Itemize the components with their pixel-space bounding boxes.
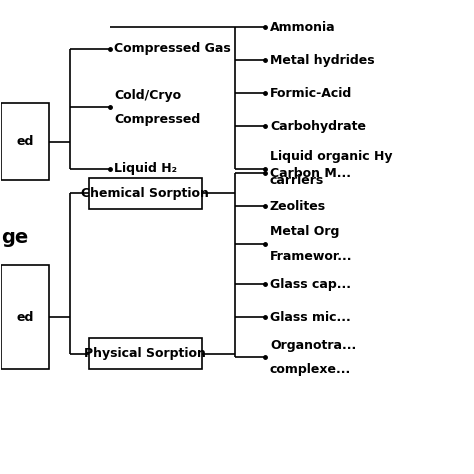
FancyBboxPatch shape xyxy=(89,178,201,209)
Text: Metal hydrides: Metal hydrides xyxy=(270,54,374,67)
FancyBboxPatch shape xyxy=(1,265,48,369)
Text: Physical Sorption: Physical Sorption xyxy=(84,347,206,360)
Text: carriers: carriers xyxy=(270,174,324,187)
FancyBboxPatch shape xyxy=(1,103,48,181)
Text: ed: ed xyxy=(16,310,34,324)
Text: Carbohydrate: Carbohydrate xyxy=(270,120,366,133)
Text: Liquid H₂: Liquid H₂ xyxy=(115,162,177,175)
Text: Compressed: Compressed xyxy=(115,113,201,126)
Text: Carbon M...: Carbon M... xyxy=(270,167,351,180)
Text: Framewor...: Framewor... xyxy=(270,250,353,263)
Text: Chemical Sorption: Chemical Sorption xyxy=(81,187,209,200)
Text: Organotra...: Organotra... xyxy=(270,338,356,352)
Text: Cold/Cryo: Cold/Cryo xyxy=(115,89,182,102)
Text: ge: ge xyxy=(1,228,28,246)
Text: Formic-Acid: Formic-Acid xyxy=(270,87,352,100)
FancyBboxPatch shape xyxy=(89,338,201,369)
Text: Metal Org: Metal Org xyxy=(270,226,339,238)
Text: Glass cap...: Glass cap... xyxy=(270,278,351,291)
Text: Liquid organic Hy: Liquid organic Hy xyxy=(270,150,392,163)
Text: Glass mic...: Glass mic... xyxy=(270,310,351,324)
Text: ed: ed xyxy=(16,135,34,148)
Text: Compressed Gas: Compressed Gas xyxy=(115,42,231,55)
Text: Zeolites: Zeolites xyxy=(270,200,326,213)
Text: complexe...: complexe... xyxy=(270,363,351,376)
Text: Ammonia: Ammonia xyxy=(270,21,336,34)
